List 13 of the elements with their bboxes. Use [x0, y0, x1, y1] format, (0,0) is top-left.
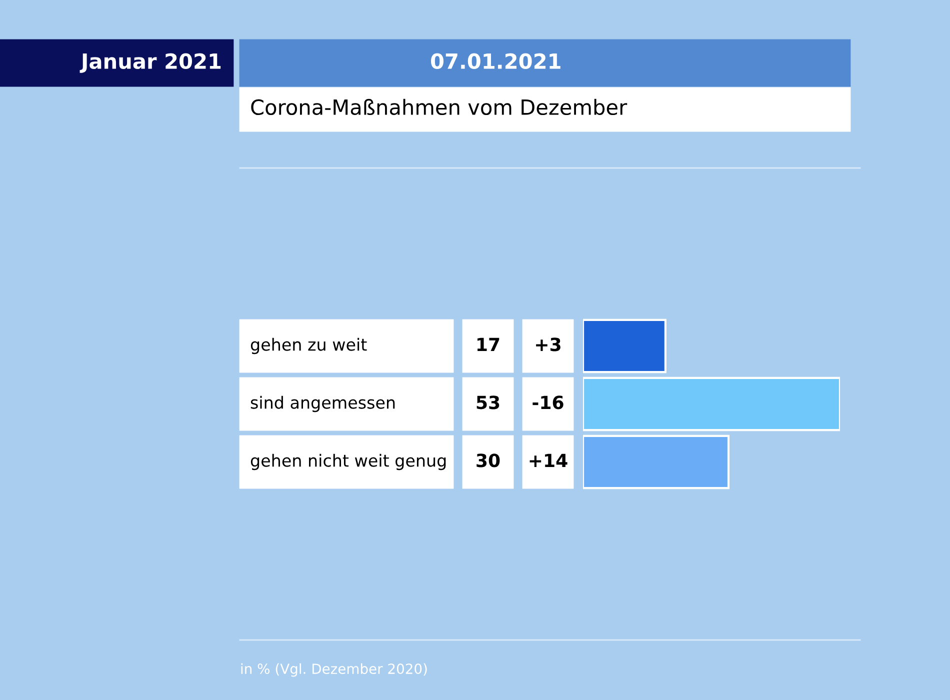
y-tick-label: gehen zu weit [250, 338, 367, 354]
data-label: 30 [476, 454, 500, 468]
text: Januar 2021 [80, 53, 221, 73]
text: +3 [536, 338, 560, 352]
text: in % (Vgl. Dezember 2020) [241, 663, 427, 677]
y-tick-label: sind angemessen [250, 396, 395, 412]
y-tick-label: gehen nicht weit genug [250, 454, 446, 470]
text: 07.01.2021 [430, 53, 560, 70]
data-label: 17 [477, 338, 500, 351]
data-label: 53 [476, 396, 500, 410]
chart-subtitle: Corona-Maßnahmen vom Dezember [251, 98, 628, 116]
text: +14 [530, 454, 568, 467]
text: -16 [532, 396, 564, 410]
